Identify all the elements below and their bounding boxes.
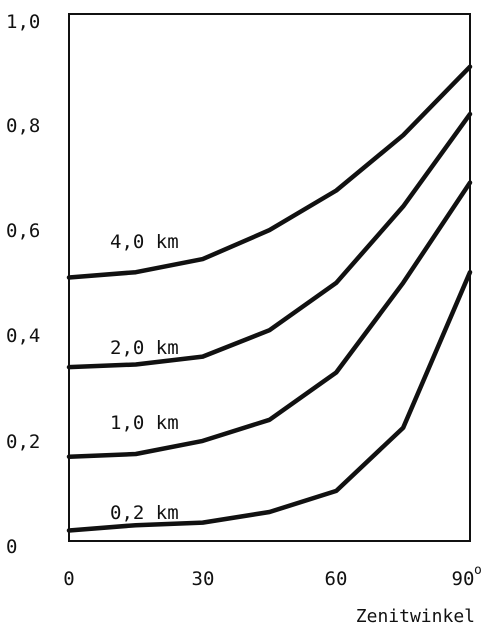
y-tick-label-0-6: 0,6: [6, 220, 40, 242]
series-line-1-0-km: [66, 180, 473, 459]
x-tick-label-30: 30: [192, 568, 215, 590]
x-tick-label-90: 90: [452, 568, 475, 590]
y-tick-label-0-4: 0,4: [6, 325, 40, 347]
plot-frame: [68, 13, 471, 542]
y-tick-label-0: 0: [6, 536, 17, 558]
x-tick-label-0: 0: [63, 568, 74, 590]
y-tick-label-0-8: 0,8: [6, 115, 40, 137]
series-label-4-0-km: 4,0 km: [110, 231, 179, 253]
series-lines: [66, 64, 473, 533]
series-line-4-0-km: [66, 64, 473, 280]
x-tick-label-60: 60: [325, 568, 348, 590]
series-line-0-2-km: [66, 269, 473, 533]
y-tick-label-0-2: 0,2: [6, 431, 40, 453]
series-label-1-0-km: 1,0 km: [110, 412, 179, 434]
series-line-2-0-km: [66, 111, 473, 370]
degree-suffix: o: [474, 563, 482, 578]
y-tick-label-1-0: 1,0: [6, 11, 40, 33]
series-label-0-2-km: 0,2 km: [110, 502, 179, 524]
x-axis-label: Zenitwinkel: [356, 606, 475, 627]
series-label-2-0-km: 2,0 km: [110, 337, 179, 359]
